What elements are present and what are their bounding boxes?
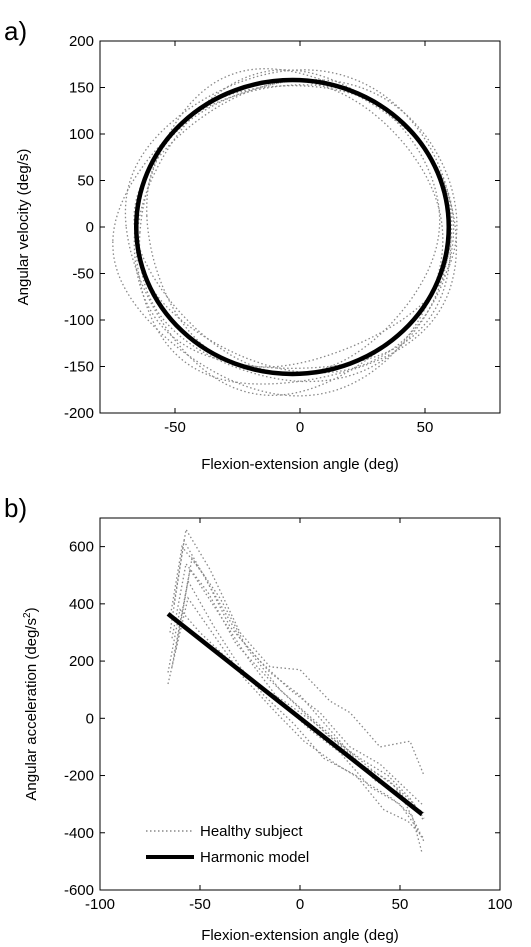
harmonic-model-line — [166, 612, 424, 816]
healthy-subject-curve — [169, 538, 425, 814]
y-tick-label: -50 — [72, 266, 94, 283]
harmonic-model-ellipse — [134, 77, 451, 377]
legend-label-harmonic-model: Harmonic model — [200, 849, 309, 866]
panel-a-lines — [112, 68, 458, 397]
healthy-subject-loop — [135, 84, 458, 385]
y-tick-label: -200 — [64, 405, 94, 422]
y-tick-label: 0 — [86, 710, 94, 727]
panel-b-x-ticks: -100 -50 0 50 100 — [85, 518, 513, 913]
healthy-subject-loop — [112, 79, 444, 397]
panel-a-y-axis-label: Angular velocity (deg/s) — [15, 149, 32, 306]
panel-b-y-ticks: -600 -400 -200 0 200 400 600 — [64, 539, 500, 899]
y-tick-label: 50 — [77, 173, 94, 190]
healthy-subject-curve — [173, 527, 425, 776]
panel-b: b) -100 -50 0 50 100 -600-400-2000200400600 … — [4, 493, 513, 944]
y-tick-label: 0 — [86, 219, 94, 236]
x-tick-label: 50 — [392, 896, 409, 913]
panel-b-x-axis-label: Flexion-extension angle (deg) — [201, 927, 399, 944]
panel-b-y-axis-label-suffix: ) — [23, 607, 40, 612]
y-tick-label: 600 — [69, 539, 94, 556]
healthy-subject-curve — [167, 608, 421, 834]
panel-a-x-ticks: -50 0 50 — [164, 41, 433, 436]
panel-b-y-axis-label-superscript: 2 — [22, 612, 33, 618]
panel-b-lines — [166, 527, 425, 853]
healthy-subject-curve — [175, 556, 425, 822]
healthy-subject-loop — [133, 84, 452, 370]
legend-label-healthy-subject: Healthy subject — [200, 823, 303, 840]
y-tick-label: -600 — [64, 882, 94, 899]
y-tick-label: -100 — [64, 312, 94, 329]
healthy-subject-curve — [173, 579, 425, 839]
y-tick-label: 100 — [69, 126, 94, 143]
y-tick-label: -200 — [64, 768, 94, 785]
healthy-subject-curve — [169, 545, 423, 805]
panel-a-x-axis-label: Flexion-extension angle (deg) — [201, 456, 399, 473]
x-tick-label: -100 — [85, 896, 115, 913]
panel-b-legend: Healthy subject Harmonic model — [146, 823, 309, 866]
x-tick-label: 50 — [417, 419, 434, 436]
y-tick-label: 200 — [69, 33, 94, 50]
panel-b-y-axis-label: Angular acceleration (deg/s2) — [22, 607, 40, 800]
y-tick-label: -150 — [64, 359, 94, 376]
y-tick-label: 400 — [69, 596, 94, 613]
panel-b-y-axis-label-main: Angular acceleration (deg/s — [23, 618, 40, 801]
x-tick-label: -50 — [189, 896, 211, 913]
x-tick-label: 0 — [296, 419, 304, 436]
y-tick-label: 200 — [69, 653, 94, 670]
x-tick-label: 0 — [296, 896, 304, 913]
y-tick-label: 150 — [69, 80, 94, 97]
healthy-subject-curve — [171, 567, 425, 842]
panel-a-label: a) — [4, 16, 27, 46]
panel-a-y-ticks: -200 -150 -100 -50 0 50 100 150 200 — [64, 33, 500, 422]
healthy-subject-loop — [138, 68, 451, 383]
panel-a-plot-frame — [99, 40, 501, 414]
panel-b-label: b) — [4, 493, 27, 523]
x-tick-label: 100 — [487, 896, 512, 913]
panel-a: a) -50 0 50 -200 -150 -100 -50 0 50 100 150 200 Fl… — [4, 16, 501, 473]
x-tick-label: -50 — [164, 419, 186, 436]
healthy-subject-curve — [167, 596, 423, 853]
healthy-subject-loop — [124, 69, 453, 397]
y-tick-label: -400 — [64, 825, 94, 842]
healthy-subject-curve — [171, 562, 425, 819]
